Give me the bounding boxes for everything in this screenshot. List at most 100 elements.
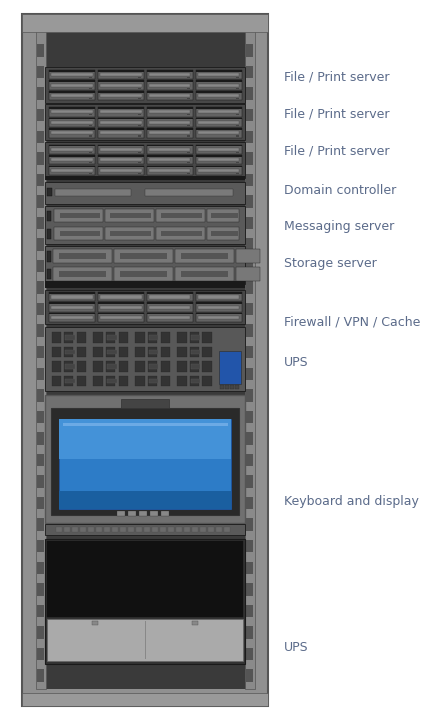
Bar (89, 173, 92, 174)
Bar (112, 527, 118, 532)
Bar (38, 324, 44, 337)
Bar (38, 152, 44, 164)
Bar (38, 626, 44, 639)
Bar (236, 135, 239, 137)
Bar (191, 335, 200, 340)
Bar (161, 511, 169, 516)
Bar (89, 98, 92, 99)
Bar (38, 216, 44, 230)
Bar (107, 335, 117, 340)
Bar (72, 527, 78, 532)
Bar (147, 303, 193, 312)
Bar (121, 399, 169, 408)
Bar (246, 562, 253, 574)
Bar (246, 303, 253, 316)
Bar (98, 313, 144, 314)
Bar (177, 376, 186, 386)
Bar (47, 229, 51, 239)
Text: UPS: UPS (284, 641, 308, 654)
Bar (38, 368, 44, 380)
Bar (147, 128, 193, 130)
Bar (147, 145, 193, 146)
Bar (196, 292, 241, 294)
Bar (49, 107, 95, 117)
Bar (187, 162, 190, 164)
Bar (161, 231, 202, 236)
Bar (149, 316, 190, 319)
Bar (198, 121, 239, 124)
Bar (110, 231, 151, 236)
Bar (120, 527, 127, 532)
Bar (64, 361, 73, 371)
Bar (38, 303, 44, 316)
Bar (246, 669, 253, 682)
Bar (246, 88, 253, 100)
Bar (196, 80, 241, 90)
Text: Keyboard and display: Keyboard and display (284, 495, 419, 508)
Bar (77, 361, 86, 371)
Bar (65, 350, 75, 354)
Bar (49, 91, 95, 101)
Bar (89, 151, 92, 153)
Text: File / Print server: File / Print server (284, 145, 389, 158)
Bar (246, 109, 253, 122)
Bar (187, 98, 190, 99)
Bar (93, 376, 103, 386)
Text: File / Print server: File / Print server (284, 108, 389, 120)
Bar (55, 190, 131, 195)
Bar (148, 332, 157, 342)
Bar (46, 176, 245, 180)
Bar (51, 121, 93, 124)
Bar (47, 251, 51, 261)
Bar (187, 114, 190, 115)
Bar (59, 231, 100, 236)
Bar (98, 166, 144, 175)
Bar (80, 527, 86, 532)
Bar (98, 145, 144, 146)
Bar (190, 361, 199, 371)
Bar (98, 292, 144, 294)
Bar (38, 583, 44, 596)
Bar (51, 376, 61, 386)
Bar (219, 351, 241, 384)
Bar (56, 527, 63, 532)
Bar (46, 104, 245, 140)
Bar (149, 110, 190, 113)
Bar (246, 152, 253, 164)
Bar (147, 91, 193, 101)
Bar (46, 290, 245, 324)
Bar (38, 44, 44, 56)
Bar (51, 361, 61, 371)
Bar (49, 166, 95, 167)
Bar (220, 385, 224, 390)
Bar (138, 162, 141, 164)
Bar (136, 527, 142, 532)
Bar (98, 155, 144, 164)
Bar (59, 213, 100, 218)
Bar (38, 88, 44, 100)
Bar (93, 621, 98, 626)
Bar (196, 118, 241, 119)
Bar (192, 621, 198, 626)
Bar (89, 114, 92, 115)
Bar (147, 107, 193, 109)
Bar (98, 303, 144, 312)
Bar (100, 132, 142, 135)
Bar (236, 267, 260, 281)
Bar (100, 159, 142, 161)
Bar (100, 83, 142, 86)
Text: Messaging server: Messaging server (284, 220, 394, 233)
Bar (198, 94, 239, 97)
Bar (47, 211, 51, 221)
Bar (149, 148, 190, 151)
Bar (107, 364, 117, 369)
Bar (196, 155, 241, 164)
Bar (106, 347, 115, 357)
Bar (202, 332, 212, 342)
Bar (236, 151, 239, 153)
Bar (107, 379, 117, 383)
Bar (51, 148, 93, 151)
Bar (147, 70, 193, 79)
Bar (196, 118, 241, 127)
Bar (49, 70, 95, 72)
